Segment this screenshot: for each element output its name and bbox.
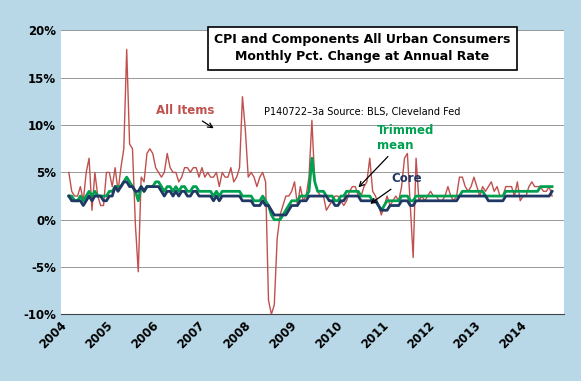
Text: Trimmed
mean: Trimmed mean <box>360 124 435 186</box>
Text: Core: Core <box>371 172 422 203</box>
Text: All Items: All Items <box>156 104 214 128</box>
Text: P140722–3a Source: BLS, Cleveland Fed: P140722–3a Source: BLS, Cleveland Fed <box>264 107 461 117</box>
Text: CPI and Components All Urban Consumers
Monthly Pct. Change at Annual Rate: CPI and Components All Urban Consumers M… <box>214 33 511 63</box>
